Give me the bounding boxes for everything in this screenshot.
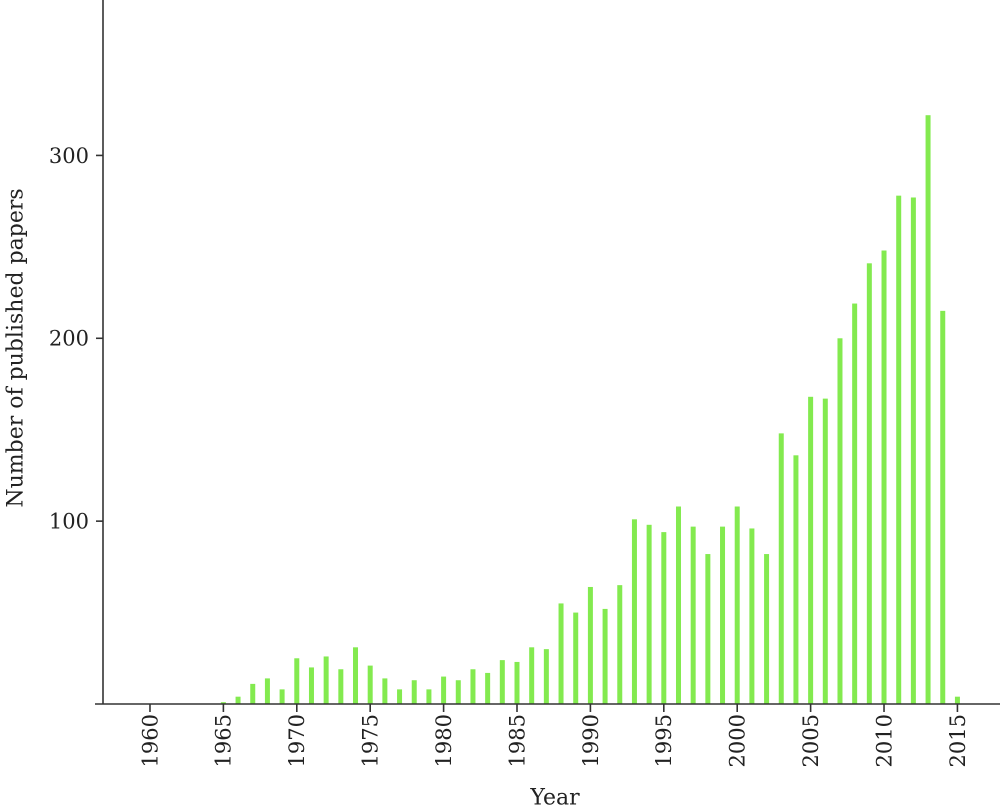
bar-1980: [441, 676, 447, 704]
x-axis-label: Year: [529, 786, 580, 811]
x-tick-label-1980: 1980: [432, 714, 456, 767]
bar-2005: [808, 396, 814, 704]
x-tick-label-1975: 1975: [359, 714, 383, 767]
bar-1995: [661, 532, 667, 704]
bar-1996: [675, 506, 681, 704]
bar-2011: [896, 195, 902, 704]
y-axis-label: Number of published papers: [4, 188, 29, 507]
bar-1983: [485, 672, 491, 704]
bar-2015: [954, 696, 960, 704]
x-tick-label-1960: 1960: [138, 714, 162, 767]
bar-1999: [720, 526, 726, 704]
x-tick-label-2010: 2010: [872, 714, 896, 767]
bar-2001: [749, 528, 755, 704]
bar-1972: [323, 656, 329, 704]
bar-2012: [910, 197, 916, 704]
bar-1987: [543, 649, 549, 704]
bar-2004: [793, 455, 799, 704]
x-ticks-group: 1960 1965 1970 1975 1980 1985 1990 1995 2000 2005…: [138, 704, 970, 767]
bar-1991: [602, 608, 608, 704]
bar-1967: [250, 683, 256, 704]
bar-1982: [470, 669, 476, 704]
bar-1998: [705, 554, 711, 704]
bar-2009: [866, 263, 872, 704]
bar-1974: [353, 647, 359, 704]
bar-1988: [558, 603, 564, 704]
bar-1985: [514, 661, 520, 704]
bar-1992: [617, 585, 623, 704]
bar-1994: [646, 524, 652, 704]
bar-2006: [822, 398, 828, 704]
bar-1997: [690, 526, 696, 704]
bar-1989: [573, 612, 579, 704]
bar-1990: [587, 586, 593, 704]
x-tick-label-1990: 1990: [579, 714, 603, 767]
bar-1986: [529, 647, 535, 704]
bar-1981: [455, 680, 461, 704]
bar-1993: [631, 519, 637, 704]
bar-2008: [852, 303, 858, 704]
y-tick-label-300: 300: [49, 144, 89, 168]
bar-2010: [881, 250, 887, 704]
bar-1966: [235, 696, 241, 704]
bar-1965: [220, 702, 226, 704]
x-tick-label-2000: 2000: [726, 714, 750, 767]
bar-2013: [925, 115, 931, 704]
bars-group: [220, 115, 960, 704]
bar-1968: [264, 678, 270, 704]
bar-2014: [940, 310, 946, 704]
y-ticks-group: 100 200 300: [49, 144, 103, 533]
bar-1971: [308, 667, 314, 704]
bar-1973: [338, 669, 344, 704]
x-tick-label-1965: 1965: [212, 714, 236, 767]
x-tick-label-2005: 2005: [799, 714, 823, 767]
bar-1984: [499, 660, 505, 704]
x-tick-label-2015: 2015: [946, 714, 970, 767]
x-tick-label-1985: 1985: [505, 714, 529, 767]
bar-1976: [382, 678, 388, 704]
bar-1979: [426, 689, 432, 704]
bar-1977: [397, 689, 403, 704]
bar-1970: [294, 658, 300, 704]
bar-1978: [411, 680, 417, 704]
bar-2002: [764, 554, 770, 704]
y-tick-label-200: 200: [49, 327, 89, 351]
bar-1975: [367, 665, 373, 704]
axes-group: [95, 0, 1000, 705]
y-tick-label-100: 100: [49, 509, 89, 533]
bar-1969: [279, 689, 285, 704]
bar-2000: [734, 506, 740, 704]
bar-2007: [837, 338, 843, 704]
x-tick-label-1995: 1995: [652, 714, 676, 767]
bar-2003: [778, 433, 784, 704]
x-tick-label-1970: 1970: [285, 714, 309, 767]
